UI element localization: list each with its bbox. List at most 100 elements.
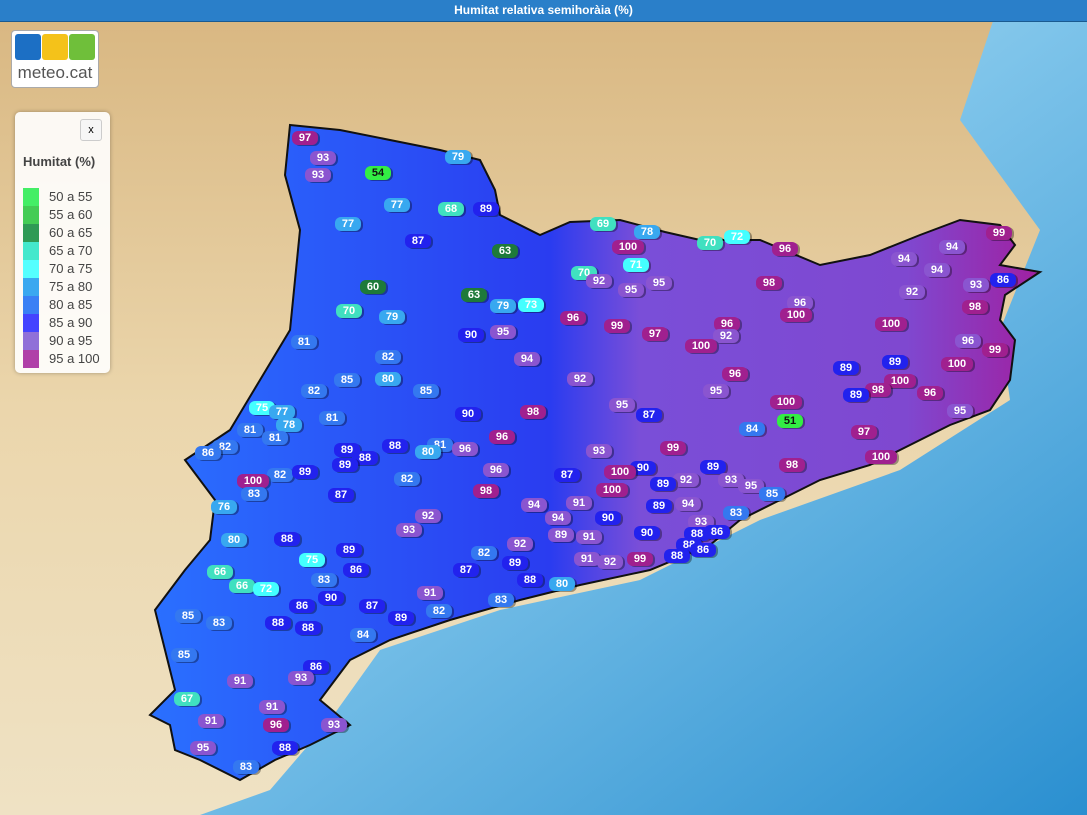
station: 94 [891, 252, 919, 267]
station: 85 [759, 487, 787, 502]
station-badge [310, 151, 336, 165]
station: 94 [545, 511, 573, 526]
legend-swatch [23, 296, 39, 314]
station: 90 [595, 511, 623, 526]
station-value: 89 [343, 544, 355, 556]
station: 89 [882, 355, 910, 370]
station-badge [548, 528, 574, 542]
station: 54 [365, 166, 393, 181]
station: 80 [549, 577, 577, 592]
station-badge [415, 509, 441, 523]
station-badge [311, 573, 337, 587]
station-badge [675, 497, 701, 511]
legend-title: Humitat (%) [23, 154, 96, 169]
station-badge [627, 552, 653, 566]
station-value: 84 [746, 423, 759, 435]
station-value: 96 [729, 368, 741, 380]
station: 96 [714, 317, 742, 332]
station-value: 82 [382, 351, 394, 363]
station-value: 99 [993, 227, 1005, 239]
legend-label: 80 a 85 [49, 297, 93, 312]
legend-label: 95 a 100 [49, 351, 100, 366]
station-value: 80 [556, 578, 568, 590]
station-value: 60 [367, 281, 379, 293]
station: 86 [704, 525, 732, 540]
station: 93 [963, 278, 991, 293]
station-value: 81 [298, 336, 310, 348]
station: 87 [554, 468, 582, 483]
station-value: 100 [611, 466, 629, 478]
station: 96 [452, 442, 480, 457]
station: 95 [646, 276, 674, 291]
station: 98 [962, 300, 990, 315]
station: 51 [777, 414, 805, 429]
station-badge [739, 422, 765, 436]
station-value: 67 [181, 693, 193, 705]
station-badge [452, 442, 478, 456]
station-value: 83 [318, 574, 330, 586]
station-badge [586, 444, 612, 458]
station-badge [335, 217, 361, 231]
station-badge [576, 530, 602, 544]
station-value: 98 [786, 459, 798, 471]
station-value: 100 [872, 451, 890, 463]
station: 86 [289, 599, 317, 614]
station-badge [319, 411, 345, 425]
station: 72 [724, 230, 752, 245]
station-badge [375, 372, 401, 386]
station-value: 99 [667, 442, 679, 454]
station-badge [249, 401, 275, 415]
station-badge [174, 692, 200, 706]
station-badge [175, 609, 201, 623]
station-badge [962, 300, 988, 314]
station-value: 72 [260, 583, 272, 595]
station: 88 [274, 532, 302, 547]
station-value: 86 [296, 600, 308, 612]
station-badge [382, 439, 408, 453]
logo[interactable]: meteo.cat [11, 30, 99, 88]
station-badge [233, 760, 259, 774]
station-value: 80 [228, 534, 240, 546]
station: 88 [352, 451, 380, 466]
station: 98 [520, 405, 548, 420]
station-badge [604, 319, 630, 333]
station-value: 75 [306, 554, 318, 566]
station: 83 [723, 506, 751, 521]
station: 82 [267, 468, 295, 483]
station-value: 93 [725, 474, 737, 486]
station-value: 90 [641, 527, 653, 539]
station: 85 [334, 373, 362, 388]
station-badge [947, 404, 973, 418]
station-badge [384, 198, 410, 212]
station-badge [851, 425, 877, 439]
station-badge [882, 355, 908, 369]
station-value: 84 [357, 629, 370, 641]
station-badge [445, 150, 471, 164]
station: 81 [262, 431, 290, 446]
station-value: 89 [840, 362, 852, 374]
station-value: 88 [389, 440, 401, 452]
station: 94 [514, 352, 542, 367]
station-badge [722, 367, 748, 381]
station-value: 90 [325, 592, 337, 604]
station-value: 90 [602, 512, 614, 524]
station: 91 [576, 530, 604, 545]
station-value: 98 [480, 485, 492, 497]
station-value: 97 [858, 426, 870, 438]
station: 90 [318, 591, 346, 606]
station-value: 94 [552, 512, 565, 524]
station: 99 [982, 343, 1010, 358]
station: 81 [237, 423, 265, 438]
close-button[interactable]: x [80, 119, 102, 141]
station: 100 [770, 395, 804, 410]
station: 82 [375, 350, 403, 365]
station-value: 79 [452, 151, 464, 163]
station: 98 [865, 383, 893, 398]
station-value: 98 [527, 406, 539, 418]
station-value: 54 [372, 167, 385, 179]
station: 70 [336, 304, 364, 319]
station: 96 [483, 463, 511, 478]
station-badge [301, 384, 327, 398]
